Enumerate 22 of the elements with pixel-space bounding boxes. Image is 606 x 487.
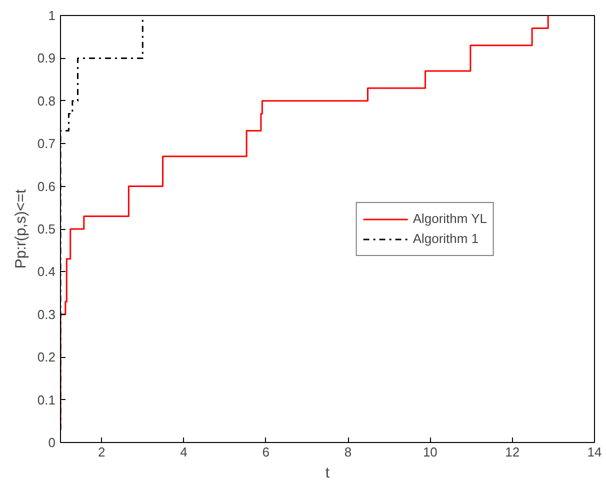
y-tick-label: 0.3 (37, 306, 56, 322)
x-tick-label: 2 (98, 444, 106, 460)
x-tick-label: 6 (262, 444, 270, 460)
x-tick-label: 4 (180, 444, 188, 460)
y-tick-label: 0 (48, 435, 56, 450)
x-tick-label: 12 (505, 444, 520, 460)
x-tick-label: 10 (422, 444, 438, 460)
y-tick-label: 0.4 (37, 264, 56, 280)
y-tick-label: 0.7 (37, 136, 56, 152)
y-tick-label: 0.1 (37, 392, 56, 408)
legend-label: Algorithm YL (412, 211, 487, 226)
y-tick-label: 1 (48, 8, 56, 23)
x-axis-title: t (325, 464, 330, 482)
y-tick-label: 0.2 (37, 350, 56, 365)
x-tick-label: 8 (344, 444, 352, 460)
y-tick-label: 0.8 (37, 93, 56, 108)
y-tick-label: 0.6 (37, 178, 56, 194)
legend-label: Algorithm 1 (412, 231, 479, 246)
y-tick-label: 0.5 (37, 222, 56, 236)
y-axis-title: Pp:r(p,s)<=t (12, 188, 30, 269)
x-tick-label: 14 (587, 444, 602, 460)
y-tick-label: 0.9 (37, 50, 56, 66)
